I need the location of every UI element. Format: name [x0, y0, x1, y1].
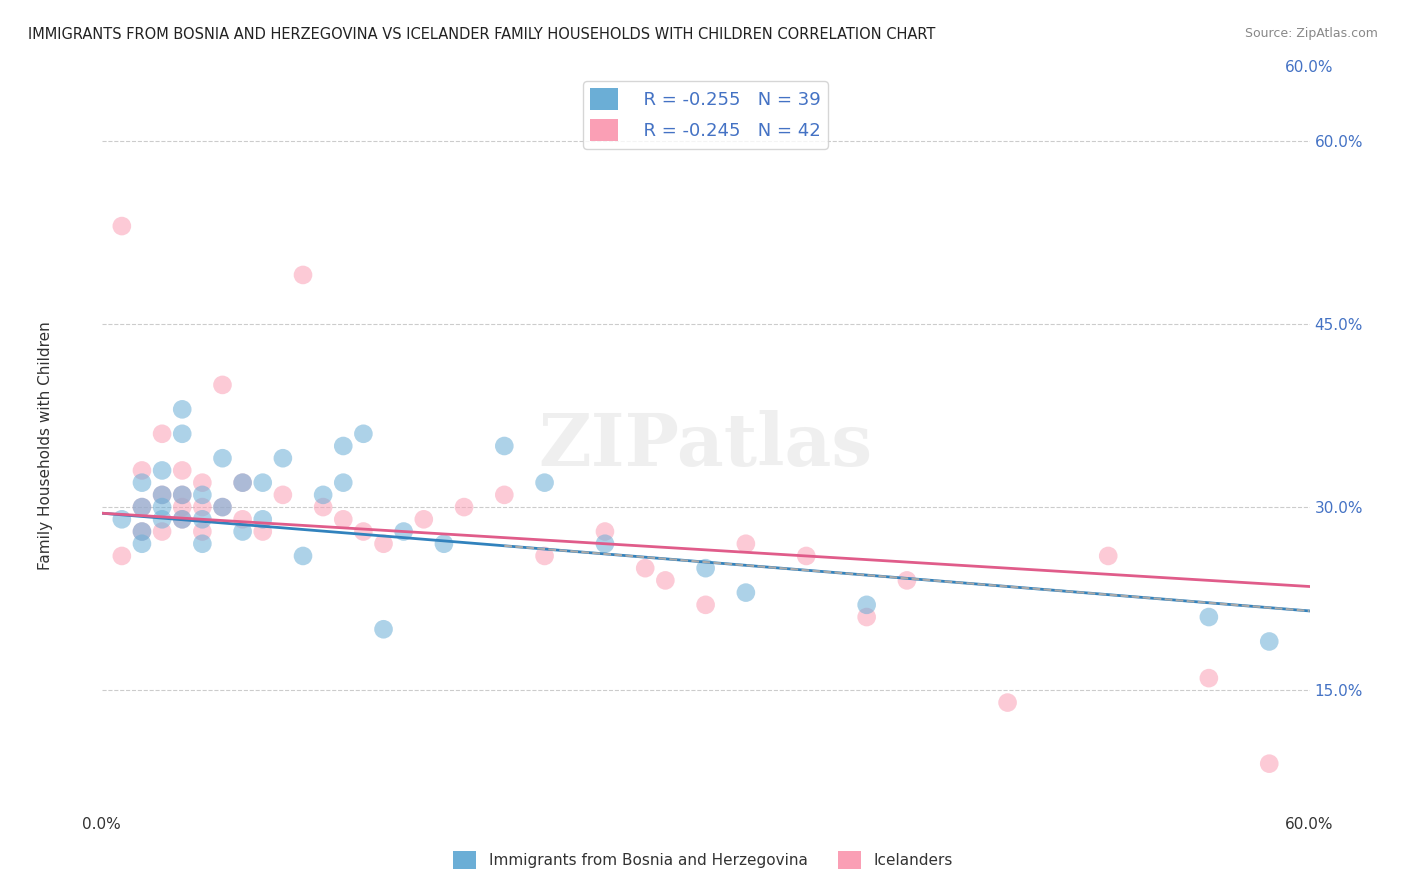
Point — [312, 488, 335, 502]
Point — [593, 537, 616, 551]
Point — [150, 488, 173, 502]
Point — [433, 537, 456, 551]
Point — [292, 549, 315, 563]
Point — [332, 439, 354, 453]
Legend:   R = -0.255   N = 39,   R = -0.245   N = 42: R = -0.255 N = 39, R = -0.245 N = 42 — [583, 81, 828, 149]
Point — [332, 512, 354, 526]
Point — [191, 537, 214, 551]
Y-axis label: Family Households with Children: Family Households with Children — [38, 322, 53, 570]
Point — [533, 549, 555, 563]
Point — [172, 463, 194, 477]
Legend: Immigrants from Bosnia and Herzegovina, Icelanders: Immigrants from Bosnia and Herzegovina, … — [447, 845, 959, 875]
Point — [271, 488, 294, 502]
Point — [131, 524, 153, 539]
Point — [111, 549, 134, 563]
Point — [150, 426, 173, 441]
Point — [172, 488, 194, 502]
Text: Source: ZipAtlas.com: Source: ZipAtlas.com — [1244, 27, 1378, 40]
Point — [111, 219, 134, 233]
Point — [211, 500, 233, 514]
Point — [453, 500, 475, 514]
Point — [734, 585, 756, 599]
Text: ZIPatlas: ZIPatlas — [538, 410, 873, 482]
Point — [997, 696, 1019, 710]
Point — [191, 524, 214, 539]
Point — [352, 426, 374, 441]
Point — [131, 463, 153, 477]
Point — [211, 451, 233, 466]
Point — [734, 537, 756, 551]
Point — [654, 574, 676, 588]
Point — [131, 537, 153, 551]
Point — [150, 500, 173, 514]
Point — [494, 488, 516, 502]
Point — [292, 268, 315, 282]
Point — [312, 500, 335, 514]
Point — [352, 524, 374, 539]
Point — [131, 475, 153, 490]
Point — [1198, 610, 1220, 624]
Point — [211, 378, 233, 392]
Point — [896, 574, 918, 588]
Point — [172, 426, 194, 441]
Point — [191, 512, 214, 526]
Point — [332, 475, 354, 490]
Point — [150, 512, 173, 526]
Point — [191, 488, 214, 502]
Point — [695, 561, 717, 575]
Point — [494, 439, 516, 453]
Point — [252, 524, 274, 539]
Point — [232, 475, 254, 490]
Point — [111, 512, 134, 526]
Text: IMMIGRANTS FROM BOSNIA AND HERZEGOVINA VS ICELANDER FAMILY HOUSEHOLDS WITH CHILD: IMMIGRANTS FROM BOSNIA AND HERZEGOVINA V… — [28, 27, 935, 42]
Point — [172, 402, 194, 417]
Point — [172, 512, 194, 526]
Point — [252, 475, 274, 490]
Point — [131, 500, 153, 514]
Point — [172, 500, 194, 514]
Point — [1097, 549, 1119, 563]
Point — [150, 524, 173, 539]
Point — [412, 512, 434, 526]
Point — [1258, 756, 1281, 771]
Point — [855, 610, 877, 624]
Point — [855, 598, 877, 612]
Point — [634, 561, 657, 575]
Point — [191, 475, 214, 490]
Point — [593, 524, 616, 539]
Point — [232, 475, 254, 490]
Point — [232, 524, 254, 539]
Point — [150, 463, 173, 477]
Point — [1198, 671, 1220, 685]
Point — [794, 549, 817, 563]
Point — [373, 537, 395, 551]
Point — [533, 475, 555, 490]
Point — [150, 488, 173, 502]
Point — [131, 500, 153, 514]
Point — [271, 451, 294, 466]
Point — [211, 500, 233, 514]
Point — [172, 512, 194, 526]
Point — [191, 500, 214, 514]
Point — [373, 622, 395, 636]
Point — [172, 488, 194, 502]
Point — [252, 512, 274, 526]
Point — [695, 598, 717, 612]
Point — [232, 512, 254, 526]
Point — [131, 524, 153, 539]
Point — [392, 524, 415, 539]
Point — [1258, 634, 1281, 648]
